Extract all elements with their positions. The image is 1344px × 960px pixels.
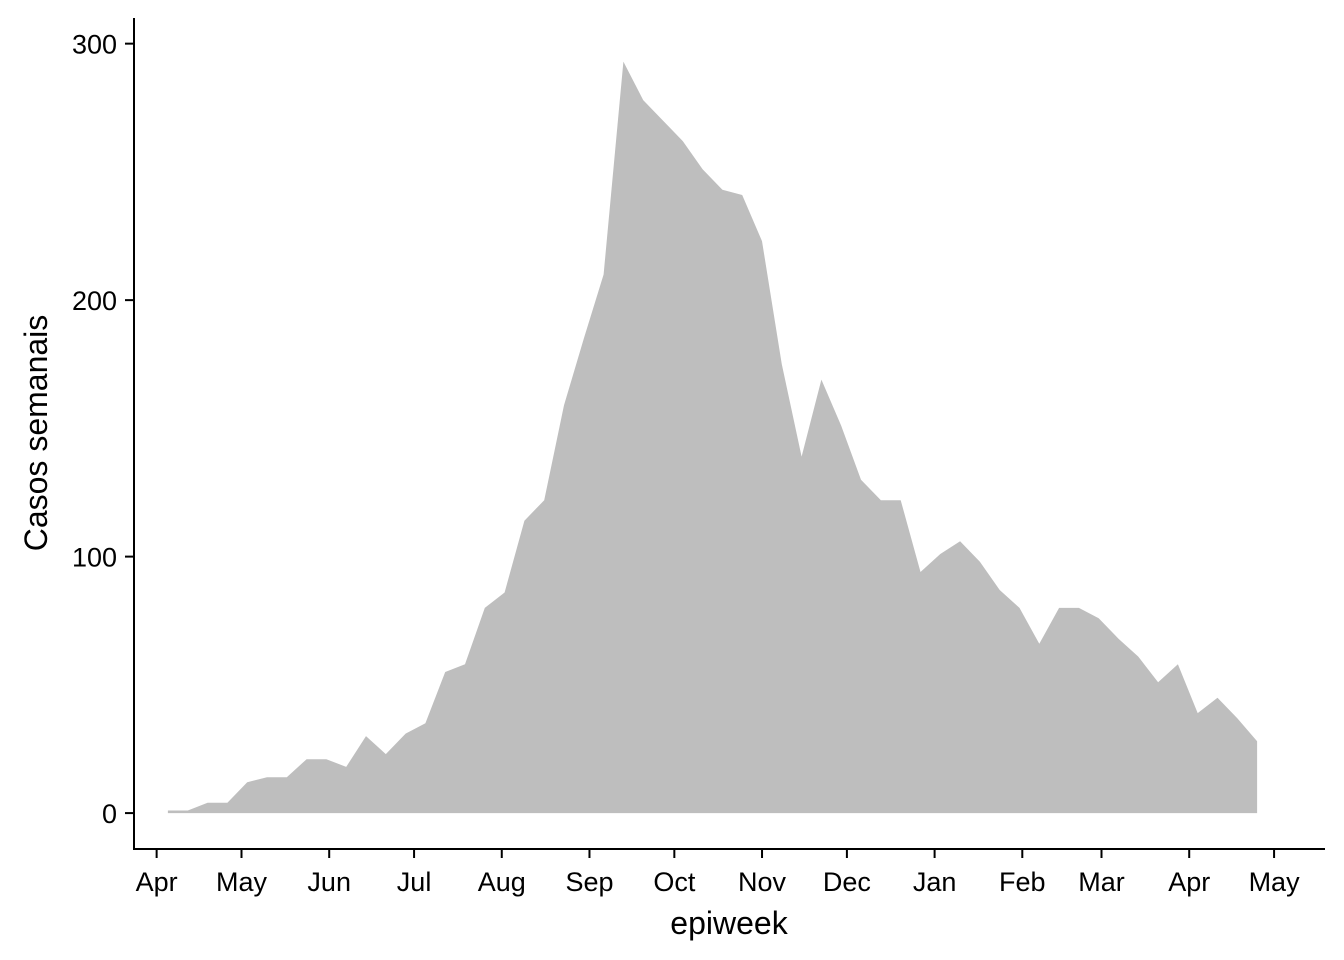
x-tick-label: Dec — [823, 867, 871, 897]
y-axis-title: Casos semanais — [18, 315, 54, 552]
x-tick-label: Apr — [136, 867, 178, 897]
x-tick-label: Nov — [738, 867, 787, 897]
x-axis-ticks: Apr May Jun Jul Aug Sep Oct Nov Dec Jan Feb Mar Apr M… — [136, 849, 1300, 897]
x-tick-label: Mar — [1078, 867, 1125, 897]
area-series — [167, 61, 1258, 814]
x-tick-label: Oct — [653, 867, 696, 897]
x-tick-label: Apr — [1168, 867, 1210, 897]
x-tick-label: Feb — [999, 867, 1046, 897]
y-tick-label: 300 — [72, 30, 117, 60]
x-tick-label: Jun — [307, 867, 351, 897]
y-tick-label: 100 — [72, 543, 117, 573]
y-tick-label: 0 — [102, 799, 117, 829]
x-tick-label: May — [216, 867, 268, 897]
y-tick-label: 200 — [72, 286, 117, 316]
x-tick-label: Aug — [478, 867, 526, 897]
x-tick-label: Sep — [565, 867, 613, 897]
x-axis-title: epiweek — [670, 905, 788, 941]
y-axis-ticks: 0 100 200 300 — [72, 30, 134, 829]
x-tick-label: Jan — [913, 867, 957, 897]
x-tick-label: Jul — [397, 867, 432, 897]
x-tick-label: May — [1249, 867, 1301, 897]
